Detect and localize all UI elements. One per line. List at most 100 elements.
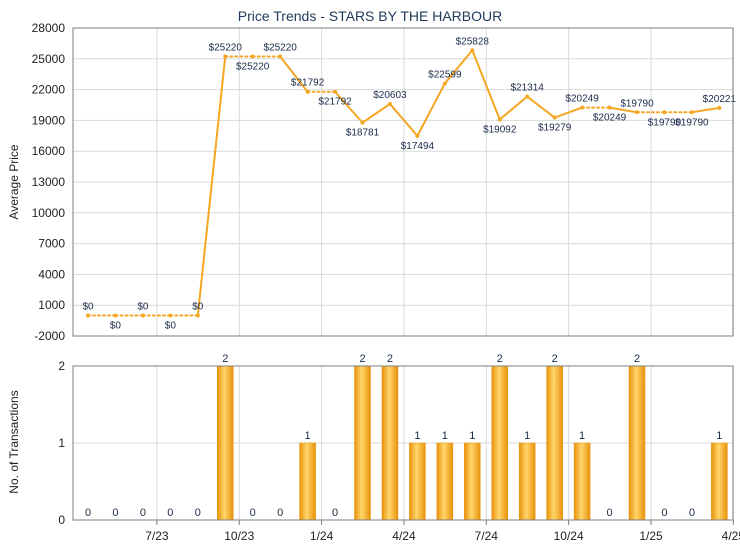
price-plot-frame	[72, 27, 734, 337]
price-line-segment	[416, 82, 446, 137]
price-tick-label: 16000	[32, 144, 66, 158]
price-line-segment	[196, 55, 227, 317]
transaction-count-label: 1	[716, 430, 722, 442]
x-tick-label: 10/23	[224, 529, 254, 543]
price-point-label: $19790	[675, 117, 709, 128]
price-point-label: $21314	[511, 83, 545, 94]
x-tick-label: 7/24	[475, 529, 499, 543]
transaction-count-label: 2	[634, 353, 640, 365]
price-point-label: $20603	[373, 90, 407, 101]
price-tick-label: 19000	[32, 113, 66, 127]
price-line-segment	[443, 49, 474, 85]
price-point	[580, 105, 585, 110]
price-point	[689, 110, 694, 115]
price-point-label: $19092	[483, 124, 517, 135]
price-line-segment	[334, 90, 364, 124]
price-tick-label: 4000	[38, 267, 65, 281]
price-point-label: $20249	[565, 94, 599, 105]
transaction-count-label: 0	[606, 507, 612, 519]
price-point-label: $22599	[428, 69, 462, 80]
x-tick-label: 4/24	[392, 529, 416, 543]
x-tick-label: 4/25	[722, 529, 740, 543]
chart-title: Price Trends - STARS BY THE HARBOUR	[238, 8, 503, 24]
transaction-count-label: 0	[195, 507, 201, 519]
transaction-count-label: 1	[442, 430, 448, 442]
price-point	[360, 120, 365, 125]
transaction-bar	[409, 442, 426, 521]
transaction-count-label: 2	[497, 353, 503, 365]
price-point	[525, 94, 530, 99]
price-tick-label: 7000	[38, 237, 65, 251]
price-point	[195, 313, 200, 318]
transaction-bar	[436, 442, 454, 521]
transaction-count-label: 1	[305, 430, 311, 442]
price-point-label: $21792	[291, 78, 325, 89]
transactions-plot-frame	[72, 365, 734, 521]
price-point	[168, 313, 173, 318]
transaction-bar	[464, 442, 481, 521]
transaction-bar	[381, 365, 399, 521]
transactions-tick-label: 2	[58, 359, 65, 373]
price-point	[607, 105, 612, 110]
transaction-count-label: 0	[167, 507, 173, 519]
price-point-label: $0	[110, 320, 122, 331]
axes: -200010004000700010000130001600019000220…	[32, 21, 740, 543]
transaction-count-label: 0	[277, 507, 283, 519]
price-line-segment	[361, 102, 391, 124]
transaction-bar	[711, 442, 728, 521]
price-line-segment	[471, 49, 501, 121]
transaction-count-label: 1	[469, 430, 475, 442]
transaction-count-label: 2	[222, 353, 228, 365]
price-line-segment	[279, 55, 309, 93]
transactions-tick-label: 0	[58, 513, 65, 527]
transaction-count-label: 0	[85, 507, 91, 519]
price-point-label: $25220	[236, 62, 270, 73]
data-labels: 0 0 0 0 0 2 0 0 1 0 2 2 1 1 1 2 1 2 1 0 2 0 0 1 $0 $0 $0 $0 $0 $25220…	[82, 36, 736, 519]
transaction-count-label: 1	[524, 430, 530, 442]
price-point	[717, 105, 722, 110]
price-point	[278, 54, 283, 59]
price-point-label: $19790	[648, 117, 682, 128]
price-line	[86, 48, 722, 318]
price-point	[662, 110, 667, 115]
price-point-label: $18781	[346, 128, 380, 139]
price-point	[415, 133, 420, 138]
transactions-tick-label: 1	[58, 436, 65, 450]
price-point	[223, 54, 228, 59]
price-point-label: $21792	[318, 97, 352, 108]
price-point	[140, 313, 145, 318]
price-tick-label: 22000	[32, 83, 66, 97]
price-point-label: $0	[165, 320, 177, 331]
transaction-count-label: 0	[250, 507, 256, 519]
transaction-bar	[546, 365, 563, 521]
transaction-count-label: 0	[112, 507, 118, 519]
transaction-count-label: 2	[552, 353, 558, 365]
price-point-label: $20249	[593, 113, 627, 124]
price-point-label: $25828	[456, 36, 490, 47]
x-tick-label: 7/23	[145, 529, 169, 543]
price-point-label: $19279	[538, 123, 572, 134]
transaction-count-label: 0	[140, 507, 146, 519]
x-tick-label: 1/24	[310, 529, 334, 543]
price-point	[333, 89, 338, 94]
price-point-label: $0	[192, 301, 204, 312]
price-point	[470, 48, 475, 53]
price-line-segment	[553, 106, 584, 119]
price-point	[497, 117, 502, 122]
price-tick-label: 28000	[32, 21, 66, 35]
transaction-count-label: 0	[661, 507, 667, 519]
price-line-segment	[526, 95, 556, 119]
price-line-segment	[690, 106, 721, 114]
price-point	[250, 54, 255, 59]
price-tick-label: -2000	[34, 329, 65, 343]
transaction-count-label: 0	[332, 507, 338, 519]
transaction-count-label: 0	[689, 507, 695, 519]
transaction-count-label: 2	[387, 353, 393, 365]
price-tick-label: 13000	[32, 175, 66, 189]
transaction-bar	[628, 365, 646, 521]
transaction-bar	[354, 365, 371, 521]
transaction-bar	[491, 365, 508, 521]
price-point-label: $17494	[401, 141, 435, 152]
